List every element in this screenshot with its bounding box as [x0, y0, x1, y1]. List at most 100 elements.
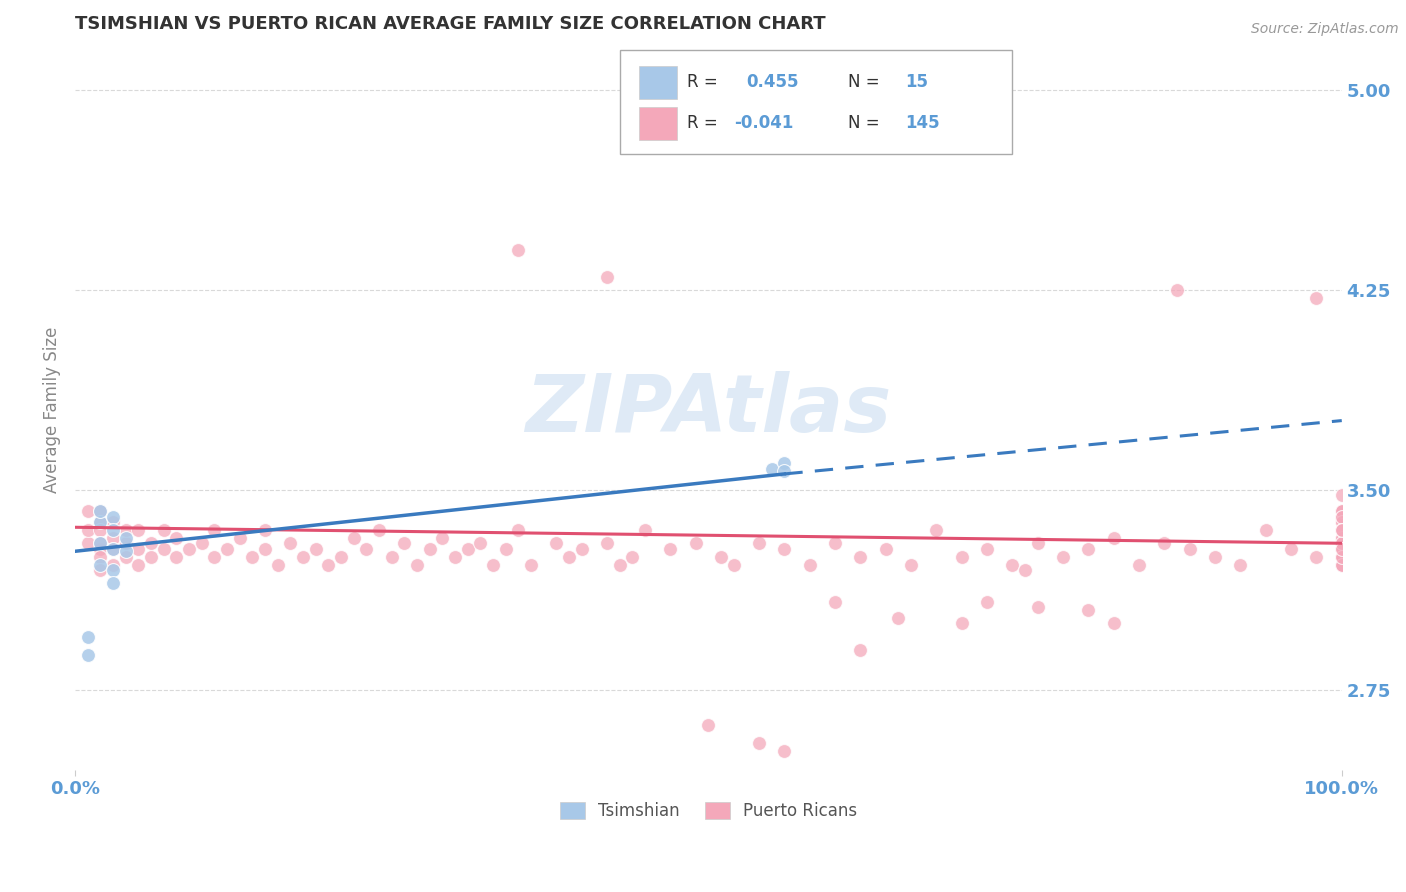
Point [457, 541, 479, 556]
Point [114, 523, 136, 537]
Point [558, 549, 581, 564]
Point [508, 243, 530, 257]
Point [1330, 509, 1353, 524]
Point [1330, 558, 1353, 572]
Point [1330, 515, 1353, 529]
Point [1166, 283, 1188, 297]
Point [799, 558, 821, 572]
Point [76, 536, 98, 550]
Point [1330, 558, 1353, 572]
Point [1330, 549, 1353, 564]
Point [1330, 523, 1353, 537]
Point [697, 717, 720, 731]
Point [89, 523, 111, 537]
Point [520, 558, 543, 572]
Point [1153, 536, 1175, 550]
Point [773, 456, 796, 470]
Point [89, 563, 111, 577]
Point [1330, 509, 1353, 524]
Point [1128, 558, 1150, 572]
Point [761, 461, 783, 475]
Point [101, 541, 124, 556]
Point [89, 558, 111, 572]
Point [1330, 549, 1353, 564]
Point [1330, 488, 1353, 502]
Point [190, 536, 212, 550]
Point [267, 558, 290, 572]
Point [1330, 523, 1353, 537]
Point [1330, 558, 1353, 572]
Point [1204, 549, 1226, 564]
Point [482, 558, 505, 572]
Point [139, 536, 162, 550]
Point [253, 541, 276, 556]
Point [1014, 563, 1036, 577]
Point [89, 541, 111, 556]
Point [127, 558, 149, 572]
Point [444, 549, 467, 564]
Point [280, 536, 302, 550]
Point [114, 544, 136, 558]
Point [1026, 600, 1049, 615]
Point [659, 541, 682, 556]
Point [1330, 531, 1353, 545]
Point [89, 504, 111, 518]
Point [101, 558, 124, 572]
Point [1330, 541, 1353, 556]
Point [1330, 523, 1353, 537]
Point [89, 536, 111, 550]
Point [101, 563, 124, 577]
Point [1077, 603, 1099, 617]
Point [1330, 523, 1353, 537]
Text: R =: R = [688, 114, 717, 132]
Point [89, 515, 111, 529]
Point [1330, 541, 1353, 556]
Point [571, 541, 593, 556]
Point [1229, 558, 1251, 572]
Point [89, 549, 111, 564]
Point [1330, 541, 1353, 556]
Point [89, 536, 111, 550]
Point [76, 630, 98, 644]
Point [1254, 523, 1277, 537]
Point [1330, 558, 1353, 572]
Point [165, 549, 187, 564]
Point [89, 515, 111, 529]
Point [950, 549, 973, 564]
Point [139, 549, 162, 564]
Point [900, 558, 922, 572]
Point [253, 523, 276, 537]
Point [305, 541, 328, 556]
Text: Source: ZipAtlas.com: Source: ZipAtlas.com [1251, 22, 1399, 37]
Point [1330, 523, 1353, 537]
Point [1330, 549, 1353, 564]
Point [1330, 558, 1353, 572]
Point [1330, 549, 1353, 564]
Point [1330, 523, 1353, 537]
Point [318, 558, 340, 572]
Point [596, 536, 619, 550]
Point [406, 558, 429, 572]
Point [1330, 541, 1353, 556]
Point [976, 541, 998, 556]
Point [394, 536, 416, 550]
Point [165, 531, 187, 545]
Point [710, 549, 733, 564]
Point [101, 531, 124, 545]
Point [1330, 549, 1353, 564]
Point [1330, 523, 1353, 537]
Point [824, 595, 846, 609]
Point [114, 536, 136, 550]
Point [368, 523, 391, 537]
Point [1330, 549, 1353, 564]
Point [925, 523, 948, 537]
Point [634, 523, 657, 537]
Point [470, 536, 492, 550]
Point [773, 744, 796, 758]
Point [1330, 549, 1353, 564]
Point [748, 536, 770, 550]
Point [228, 531, 250, 545]
Y-axis label: Average Family Size: Average Family Size [44, 326, 60, 493]
Point [101, 515, 124, 529]
Point [215, 541, 238, 556]
